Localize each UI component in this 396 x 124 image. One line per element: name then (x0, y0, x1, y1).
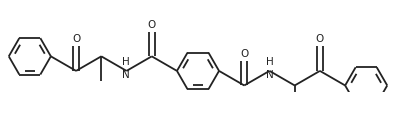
Text: O: O (72, 34, 80, 44)
Text: H: H (267, 57, 274, 67)
Text: N: N (267, 70, 274, 80)
Text: H: H (122, 57, 129, 67)
Text: O: O (316, 34, 324, 44)
Text: N: N (122, 70, 129, 80)
Text: O: O (148, 20, 156, 30)
Text: O: O (240, 49, 248, 59)
